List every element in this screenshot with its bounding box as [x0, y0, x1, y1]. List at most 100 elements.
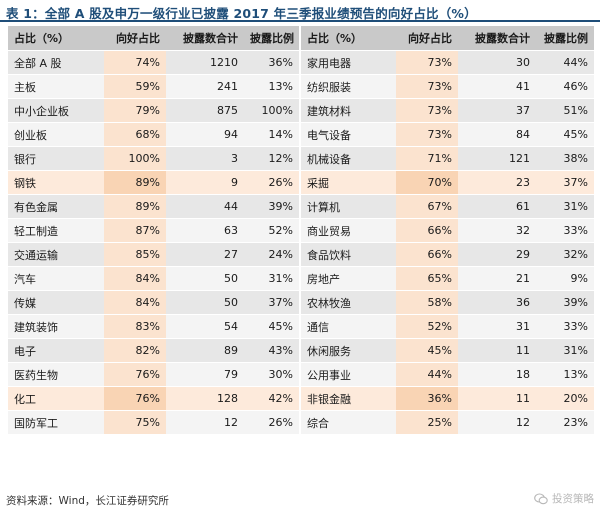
- good-ratio-left: 82%: [104, 338, 166, 363]
- table-row: 国防军工 75% 12 26% 综合 25% 12 23%: [8, 410, 594, 435]
- industry-name-right: 农林牧渔: [299, 290, 396, 315]
- header-count-left: 披露数合计: [166, 26, 244, 51]
- good-ratio-right: 73%: [396, 122, 458, 147]
- disclosure-ratio-right: 9%: [536, 266, 594, 291]
- disclosed-count-left: 94: [166, 122, 244, 147]
- good-ratio-right: 66%: [396, 242, 458, 267]
- disclosure-ratio-left: 26%: [244, 410, 300, 435]
- industry-name-right: 机械设备: [299, 146, 396, 171]
- good-ratio-right: 67%: [396, 194, 458, 219]
- industry-name-right: 计算机: [299, 194, 396, 219]
- disclosed-count-left: 50: [166, 266, 244, 291]
- header-ratio-left: 披露比例: [244, 26, 300, 51]
- disclosure-ratio-right: 32%: [536, 242, 594, 267]
- disclosed-count-left: 128: [166, 386, 244, 411]
- table-row: 传媒 84% 50 37% 农林牧渔 58% 36 39%: [8, 290, 594, 315]
- table-row: 创业板 68% 94 14% 电气设备 73% 84 45%: [8, 122, 594, 147]
- disclosed-count-right: 84: [458, 122, 536, 147]
- industry-name-right: 纺织服装: [299, 74, 396, 99]
- disclosure-ratio-right: 23%: [536, 410, 594, 435]
- disclosed-count-left: 79: [166, 362, 244, 387]
- good-ratio-left: 89%: [104, 170, 166, 195]
- industry-name-left: 钢铁: [8, 170, 104, 195]
- disclosed-count-right: 37: [458, 98, 536, 123]
- industry-name-left: 全部 A 股: [8, 50, 104, 75]
- disclosed-count-left: 12: [166, 410, 244, 435]
- disclosure-ratio-left: 100%: [244, 98, 300, 123]
- header-count-right: 披露数合计: [458, 26, 536, 51]
- good-ratio-left: 89%: [104, 194, 166, 219]
- disclosed-count-right: 12: [458, 410, 536, 435]
- good-ratio-right: 44%: [396, 362, 458, 387]
- good-ratio-left: 76%: [104, 386, 166, 411]
- disclosed-count-right: 18: [458, 362, 536, 387]
- disclosure-ratio-right: 51%: [536, 98, 594, 123]
- good-ratio-left: 76%: [104, 362, 166, 387]
- disclosure-ratio-left: 30%: [244, 362, 300, 387]
- disclosed-count-right: 30: [458, 50, 536, 75]
- disclosure-ratio-right: 20%: [536, 386, 594, 411]
- disclosure-ratio-left: 13%: [244, 74, 300, 99]
- source-note: 资料来源：Wind，长江证券研究所: [6, 495, 169, 507]
- good-ratio-right: 71%: [396, 146, 458, 171]
- good-ratio-right: 36%: [396, 386, 458, 411]
- industry-name-right: 休闲服务: [299, 338, 396, 363]
- industry-name-left: 建筑装饰: [8, 314, 104, 339]
- disclosure-ratio-right: 45%: [536, 122, 594, 147]
- good-ratio-right: 66%: [396, 218, 458, 243]
- industry-name-right: 食品饮料: [299, 242, 396, 267]
- good-ratio-right: 73%: [396, 74, 458, 99]
- industry-name-left: 化工: [8, 386, 104, 411]
- table-row: 交通运输 85% 27 24% 食品饮料 66% 29 32%: [8, 242, 594, 267]
- industry-name-right: 建筑材料: [299, 98, 396, 123]
- table-row: 中小企业板 79% 875 100% 建筑材料 73% 37 51%: [8, 98, 594, 123]
- disclosed-count-right: 21: [458, 266, 536, 291]
- table-row: 银行 100% 3 12% 机械设备 71% 121 38%: [8, 146, 594, 171]
- industry-name-right: 公用事业: [299, 362, 396, 387]
- good-ratio-left: 75%: [104, 410, 166, 435]
- industry-name-left: 交通运输: [8, 242, 104, 267]
- disclosure-ratio-left: 31%: [244, 266, 300, 291]
- table-row: 电子 82% 89 43% 休闲服务 45% 11 31%: [8, 338, 594, 363]
- table-row: 建筑装饰 83% 54 45% 通信 52% 31 33%: [8, 314, 594, 339]
- good-ratio-right: 58%: [396, 290, 458, 315]
- industry-name-left: 国防军工: [8, 410, 104, 435]
- industry-name-right: 通信: [299, 314, 396, 339]
- industry-name-left: 医药生物: [8, 362, 104, 387]
- table-row: 医药生物 76% 79 30% 公用事业 44% 18 13%: [8, 362, 594, 387]
- table-row: 化工 76% 128 42% 非银金融 36% 11 20%: [8, 386, 594, 411]
- disclosed-count-right: 11: [458, 338, 536, 363]
- disclosure-ratio-right: 31%: [536, 194, 594, 219]
- disclosure-ratio-left: 36%: [244, 50, 300, 75]
- disclosure-ratio-right: 31%: [536, 338, 594, 363]
- industry-name-left: 中小企业板: [8, 98, 104, 123]
- disclosed-count-left: 44: [166, 194, 244, 219]
- disclosure-ratio-left: 52%: [244, 218, 300, 243]
- good-ratio-right: 70%: [396, 170, 458, 195]
- disclosure-ratio-right: 46%: [536, 74, 594, 99]
- table-row: 全部 A 股 74% 1210 36% 家用电器 73% 30 44%: [8, 50, 594, 75]
- good-ratio-left: 79%: [104, 98, 166, 123]
- disclosed-count-left: 9: [166, 170, 244, 195]
- disclosed-count-right: 32: [458, 218, 536, 243]
- disclosed-count-right: 121: [458, 146, 536, 171]
- industry-name-left: 电子: [8, 338, 104, 363]
- disclosure-ratio-right: 13%: [536, 362, 594, 387]
- disclosure-ratio-left: 45%: [244, 314, 300, 339]
- good-ratio-right: 45%: [396, 338, 458, 363]
- industry-name-left: 银行: [8, 146, 104, 171]
- disclosed-count-right: 11: [458, 386, 536, 411]
- disclosed-count-left: 89: [166, 338, 244, 363]
- disclosed-count-right: 29: [458, 242, 536, 267]
- disclosure-ratio-left: 42%: [244, 386, 300, 411]
- good-ratio-left: 100%: [104, 146, 166, 171]
- table-title: 表 1：全部 A 股及申万一级行业已披露 2017 年三季报业绩预告的向好占比（…: [6, 6, 477, 21]
- industry-name-right: 电气设备: [299, 122, 396, 147]
- title-rule: [0, 20, 600, 22]
- industry-name-left: 主板: [8, 74, 104, 99]
- disclosure-ratio-right: 44%: [536, 50, 594, 75]
- good-ratio-left: 68%: [104, 122, 166, 147]
- table-row: 汽车 84% 50 31% 房地产 65% 21 9%: [8, 266, 594, 291]
- table-row: 有色金属 89% 44 39% 计算机 67% 61 31%: [8, 194, 594, 219]
- header-row: 占比（%） 向好占比 披露数合计 披露比例 占比（%） 向好占比 披露数合计 披…: [8, 26, 594, 51]
